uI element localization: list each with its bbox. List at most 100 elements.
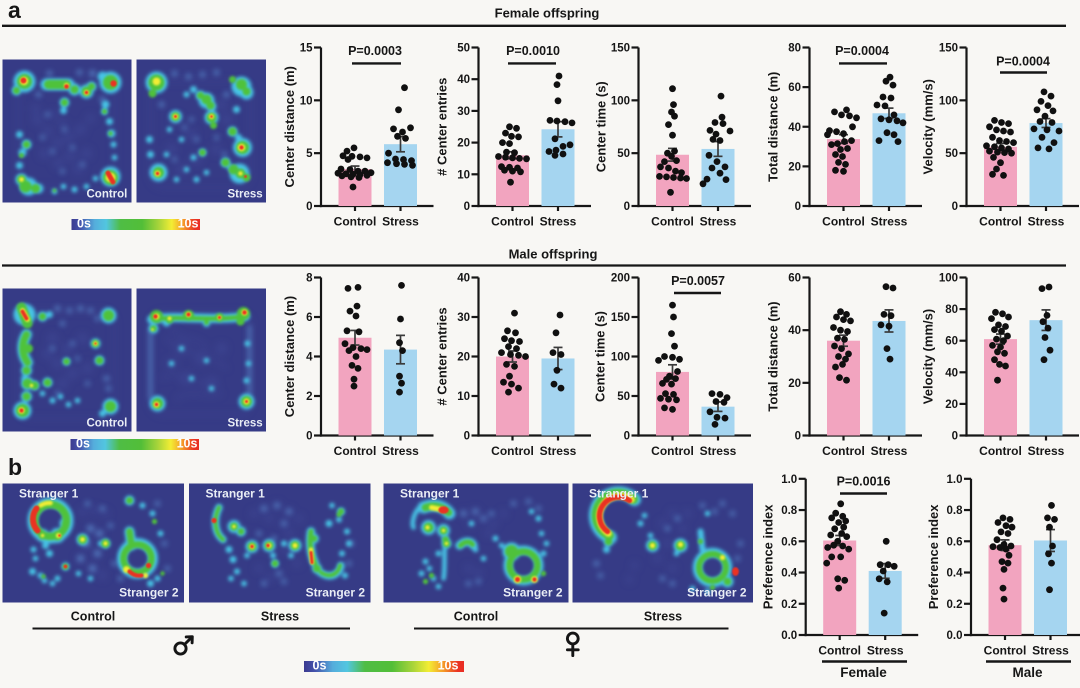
svg-text:50: 50 [945,148,958,160]
svg-text:Male: Male [1012,665,1043,680]
svg-text:a: a [8,0,21,23]
svg-text:0.6: 0.6 [947,536,963,548]
svg-text:Preference index: Preference index [761,504,776,610]
svg-text:Stress: Stress [228,189,263,201]
svg-text:Stranger 2: Stranger 2 [687,586,747,600]
svg-text:Control: Control [334,444,377,458]
svg-text:Control: Control [491,215,534,229]
svg-text:Control: Control [334,215,377,229]
svg-text:Stress: Stress [1028,444,1065,458]
svg-text:Stress: Stress [382,215,419,229]
svg-text:10s: 10s [177,437,198,451]
svg-text:Center time (s): Center time (s) [594,81,609,172]
svg-text:Stranger 1: Stranger 1 [19,487,79,501]
svg-text:20: 20 [788,161,801,173]
svg-text:0.0: 0.0 [781,630,797,642]
svg-text:10: 10 [300,95,313,107]
svg-text:Stranger 2: Stranger 2 [503,586,563,600]
svg-text:Stress: Stress [871,215,908,229]
svg-text:0: 0 [952,431,958,443]
svg-text:Stress: Stress [871,444,908,458]
svg-text:Stress: Stress [700,215,737,229]
svg-text:Control: Control [454,610,498,624]
svg-text:Stress: Stress [1032,644,1069,658]
svg-text:0: 0 [464,431,470,443]
svg-text:4: 4 [306,352,313,364]
svg-text:40: 40 [788,325,801,337]
svg-text:Female offspring: Female offspring [495,6,600,21]
svg-text:0.6: 0.6 [781,536,797,548]
svg-text:Stress: Stress [540,444,577,458]
svg-text:P=0.0016: P=0.0016 [837,475,891,489]
svg-text:0s: 0s [77,217,91,231]
svg-text:# Center entries: # Center entries [435,307,450,405]
svg-text:Center distance (m): Center distance (m) [282,296,297,417]
svg-text:Control: Control [984,644,1027,658]
svg-text:50: 50 [617,391,630,403]
svg-text:Female: Female [840,665,887,680]
svg-text:20: 20 [945,399,958,411]
svg-text:Stranger 1: Stranger 1 [589,487,649,501]
svg-text:Velocity (mm/s): Velocity (mm/s) [921,309,936,404]
svg-text:0s: 0s [313,659,327,673]
svg-text:40: 40 [457,74,470,86]
svg-text:Control: Control [822,444,865,458]
svg-text:Control: Control [87,189,128,201]
svg-text:50: 50 [457,43,470,55]
svg-text:Preference index: Preference index [926,504,941,610]
svg-text:100: 100 [939,95,958,107]
svg-text:Stress: Stress [228,418,263,430]
svg-text:100: 100 [939,273,958,285]
svg-text:1.0: 1.0 [781,474,797,486]
svg-text:Stress: Stress [382,444,419,458]
svg-text:1.0: 1.0 [947,474,963,486]
svg-text:Control: Control [87,418,128,430]
svg-text:0.2: 0.2 [781,599,797,611]
svg-text:Stranger 1: Stranger 1 [400,487,460,501]
svg-text:b: b [8,454,22,480]
svg-text:P=0.0004: P=0.0004 [835,44,889,58]
svg-text:Total distance (m): Total distance (m) [766,72,781,182]
svg-text:Stress: Stress [1028,215,1065,229]
svg-text:Velocity (mm/s): Velocity (mm/s) [921,79,936,174]
svg-text:0: 0 [306,201,312,213]
svg-text:150: 150 [939,43,958,55]
svg-text:0.8: 0.8 [781,505,798,517]
svg-text:50: 50 [617,148,630,160]
svg-text:Control: Control [491,444,534,458]
svg-text:# Center entries: # Center entries [435,78,450,176]
svg-text:30: 30 [457,312,470,324]
svg-text:150: 150 [611,43,630,55]
svg-text:2: 2 [306,391,312,403]
svg-text:Stress: Stress [867,644,904,658]
svg-text:Stress: Stress [261,610,299,624]
svg-text:100: 100 [611,95,630,107]
svg-text:60: 60 [945,336,958,348]
svg-text:80: 80 [945,304,958,316]
svg-text:0: 0 [795,201,801,213]
svg-text:80: 80 [788,43,801,55]
svg-text:0.4: 0.4 [947,568,964,580]
svg-text:0: 0 [624,201,630,213]
svg-text:Male offspring: Male offspring [509,247,598,262]
svg-text:10: 10 [457,391,470,403]
svg-text:10s: 10s [438,659,459,673]
svg-text:Stranger 2: Stranger 2 [119,586,179,600]
svg-text:0s: 0s [76,437,90,451]
svg-text:15: 15 [300,43,313,55]
svg-text:0: 0 [795,431,801,443]
svg-text:10: 10 [457,169,470,181]
svg-text:150: 150 [611,312,630,324]
svg-text:0: 0 [464,201,470,213]
svg-text:Control: Control [979,444,1022,458]
svg-text:Control: Control [822,215,865,229]
svg-text:20: 20 [788,378,801,390]
svg-text:60: 60 [788,82,801,94]
svg-text:Center time (s): Center time (s) [593,311,608,402]
svg-text:Stress: Stress [700,444,737,458]
svg-text:10s: 10s [178,217,199,231]
svg-text:Control: Control [979,215,1022,229]
svg-text:6: 6 [306,312,312,324]
svg-text:0.4: 0.4 [781,568,798,580]
svg-text:0: 0 [306,431,312,443]
